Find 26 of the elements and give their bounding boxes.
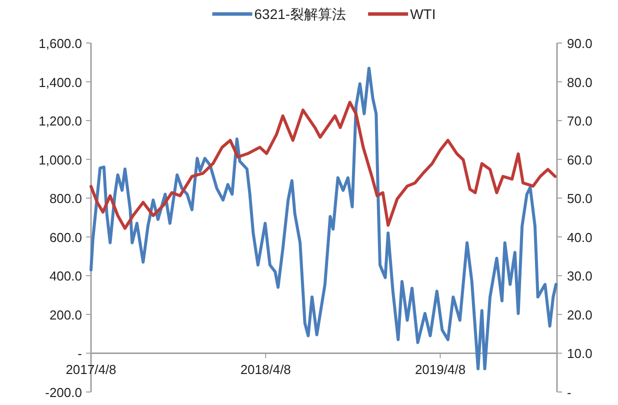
y-tick-label: 1,400.0: [38, 74, 82, 90]
y2-tick-label: 80.0: [567, 74, 592, 90]
y-tick-label: -200.0: [45, 385, 82, 400]
y2-tick-label: 30.0: [567, 268, 592, 284]
x-tick-label: 2019/4/8: [414, 362, 466, 378]
y-tick-label: 1,200.0: [38, 114, 82, 129]
y-tick-label: 600.0: [49, 230, 82, 245]
y2-tick-label: 60.0: [567, 152, 592, 168]
legend-label: WTI: [410, 6, 436, 22]
x-tick-label: 2018/4/8: [240, 362, 291, 378]
y2-tick-label: -: [567, 385, 572, 400]
line-series: [90, 100, 557, 230]
y2-tick-label: 10.0: [567, 346, 592, 362]
y-tick-label: 800.0: [49, 191, 82, 206]
y2-tick-label: 20.0: [567, 307, 592, 322]
legend-label: 6321-裂解算法: [254, 6, 346, 22]
y2-tick-label: 90.0: [567, 36, 592, 51]
y-tick-label: -: [78, 346, 82, 362]
y-tick-label: 400.0: [49, 268, 82, 284]
y-tick-label: 1,600.0: [38, 36, 82, 51]
x-tick-label: 2017/4/8: [66, 362, 116, 378]
y2-tick-label: 40.0: [567, 230, 592, 245]
y2-tick-label: 70.0: [567, 114, 592, 129]
y-tick-label: 1,000.0: [38, 152, 82, 168]
y2-tick-label: 50.0: [567, 191, 592, 206]
y-tick-label: 200.0: [49, 307, 82, 322]
